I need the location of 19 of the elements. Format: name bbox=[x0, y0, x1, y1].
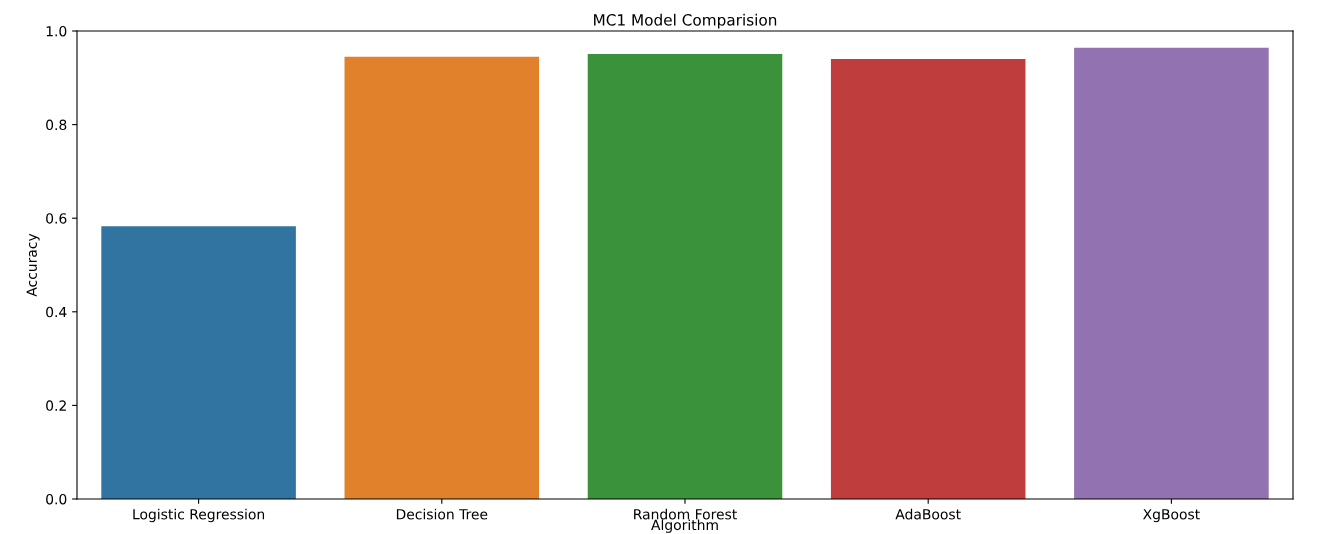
bar bbox=[830, 59, 1026, 499]
y-tick-label: 0.0 bbox=[46, 493, 67, 505]
bar bbox=[101, 226, 296, 499]
bar bbox=[1074, 47, 1269, 499]
y-tick-label: 0.4 bbox=[46, 306, 67, 318]
chart-title: MC1 Model Comparision bbox=[594, 13, 777, 29]
bar bbox=[344, 56, 540, 499]
x-tick-label: Random Forest bbox=[634, 508, 737, 520]
y-tick-label: 0.6 bbox=[46, 213, 67, 224]
x-axis-title: Algorithm bbox=[651, 519, 718, 533]
x-tick-label: XgBoost bbox=[1143, 509, 1200, 523]
x-tick-label: AdaBoost bbox=[895, 508, 961, 520]
y-tick-label: 0.8 bbox=[46, 119, 67, 131]
bar bbox=[587, 53, 783, 499]
y-axis-title: Accuracy bbox=[26, 233, 40, 297]
x-tick-label: Logistic Regression bbox=[133, 508, 265, 523]
y-tick-label: 1.0 bbox=[46, 25, 67, 37]
x-tick-label: Decision Tree bbox=[396, 508, 488, 520]
y-tick-label: 0.2 bbox=[46, 400, 66, 411]
